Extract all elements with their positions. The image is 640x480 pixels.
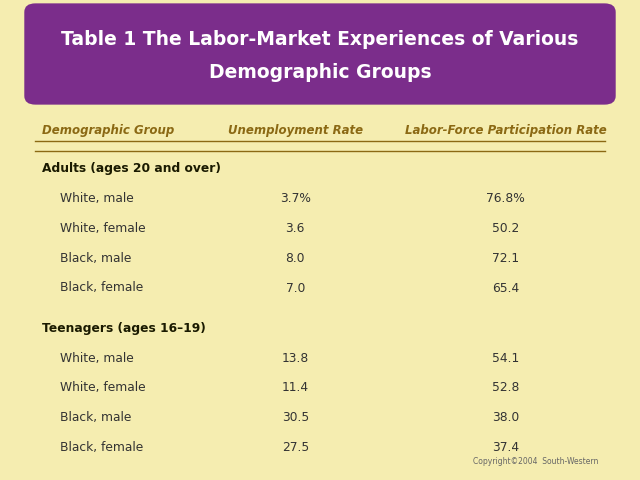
Text: 3.6: 3.6 <box>285 222 305 235</box>
Text: Black, female: Black, female <box>60 441 143 454</box>
Text: Black, male: Black, male <box>60 411 132 424</box>
Text: 76.8%: 76.8% <box>486 192 525 205</box>
Text: 38.0: 38.0 <box>492 411 519 424</box>
Text: White, female: White, female <box>60 222 146 235</box>
Text: 7.0: 7.0 <box>285 281 305 295</box>
Text: 13.8: 13.8 <box>282 351 309 365</box>
FancyBboxPatch shape <box>24 3 616 105</box>
Text: 37.4: 37.4 <box>492 441 519 454</box>
Text: Demographic Group: Demographic Group <box>42 124 174 137</box>
Text: 52.8: 52.8 <box>492 381 519 395</box>
Text: Demographic Groups: Demographic Groups <box>209 63 431 82</box>
Text: 3.7%: 3.7% <box>280 192 310 205</box>
Text: White, male: White, male <box>60 351 134 365</box>
Text: Copyright©2004  South-Western: Copyright©2004 South-Western <box>473 456 598 466</box>
Text: 8.0: 8.0 <box>285 252 305 265</box>
Text: 50.2: 50.2 <box>492 222 519 235</box>
Text: White, male: White, male <box>60 192 134 205</box>
Text: 54.1: 54.1 <box>492 351 519 365</box>
Text: White, female: White, female <box>60 381 146 395</box>
Text: Adults (ages 20 and over): Adults (ages 20 and over) <box>42 162 221 176</box>
Text: 72.1: 72.1 <box>492 252 519 265</box>
Text: Unemployment Rate: Unemployment Rate <box>228 124 363 137</box>
Text: 30.5: 30.5 <box>282 411 309 424</box>
Text: Labor-Force Participation Rate: Labor-Force Participation Rate <box>404 124 607 137</box>
Text: 27.5: 27.5 <box>282 441 309 454</box>
Text: 65.4: 65.4 <box>492 281 519 295</box>
Text: Table 1 The Labor-Market Experiences of Various: Table 1 The Labor-Market Experiences of … <box>61 30 579 49</box>
Text: Black, female: Black, female <box>60 281 143 295</box>
Text: Teenagers (ages 16–19): Teenagers (ages 16–19) <box>42 322 205 335</box>
Text: 11.4: 11.4 <box>282 381 309 395</box>
Text: Black, male: Black, male <box>60 252 132 265</box>
